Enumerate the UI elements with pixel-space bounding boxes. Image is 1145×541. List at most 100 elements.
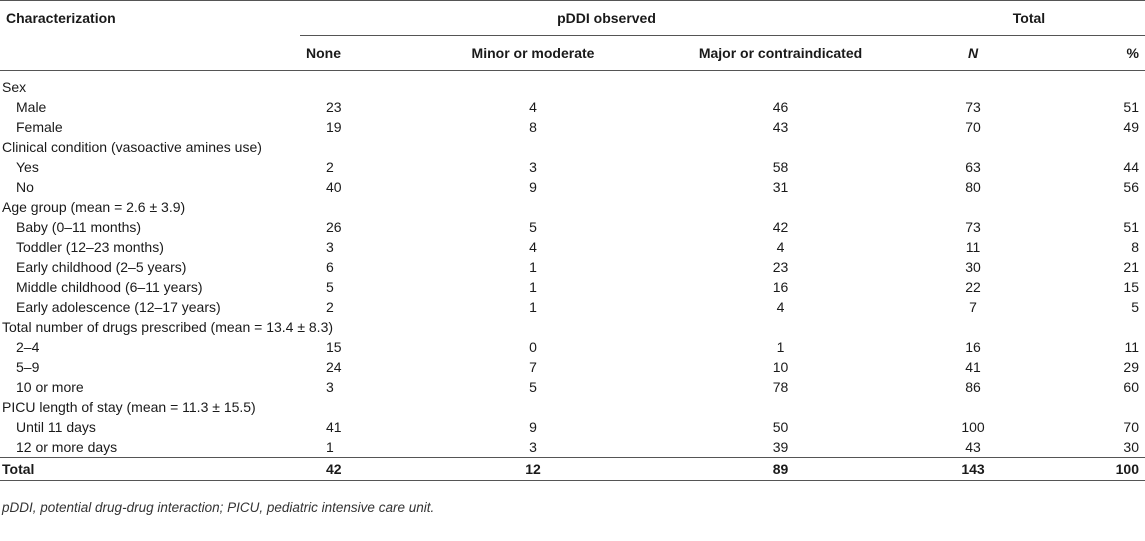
cell-major: 10 bbox=[772, 359, 789, 375]
cell-n: 41 bbox=[965, 359, 981, 375]
cell-none: 2 bbox=[326, 299, 334, 315]
row-label: No bbox=[16, 179, 34, 195]
cell-minor: 1 bbox=[529, 279, 537, 295]
cell-pct: 56 bbox=[1123, 179, 1139, 195]
table-row: Until 11 days 41 9 50 100 70 bbox=[0, 417, 1145, 437]
cell-major: 42 bbox=[772, 219, 789, 235]
table-row: No 40 9 31 80 56 bbox=[0, 177, 1145, 197]
cell-pct: 51 bbox=[1123, 219, 1139, 235]
section-title: Sex bbox=[2, 79, 27, 95]
cell-n: 70 bbox=[965, 119, 981, 135]
section-header: Sex bbox=[0, 71, 1145, 98]
table-row: Yes 2 3 58 63 44 bbox=[0, 157, 1145, 177]
cell-pct: 11 bbox=[1124, 339, 1139, 355]
table-row: 12 or more days 1 3 39 43 30 bbox=[0, 437, 1145, 458]
table-row: Toddler (12–23 months) 3 4 4 11 8 bbox=[0, 237, 1145, 257]
cell-pct: 8 bbox=[1131, 239, 1139, 255]
cell-major: 4 bbox=[776, 299, 785, 315]
section-header: Age group (mean = 2.6 ± 3.9) bbox=[0, 197, 1145, 217]
table-row: Male 23 4 46 73 51 bbox=[0, 97, 1145, 117]
cell-major: 39 bbox=[772, 439, 789, 455]
table-row: 5–9 24 7 10 41 29 bbox=[0, 357, 1145, 377]
cell-major: 4 bbox=[776, 239, 785, 255]
cell-minor: 5 bbox=[529, 379, 537, 395]
section-title: PICU length of stay (mean = 11.3 ± 15.5) bbox=[2, 399, 256, 415]
cell-pct: 5 bbox=[1131, 299, 1139, 315]
cell-n: 11 bbox=[965, 239, 981, 255]
cell-pct: 44 bbox=[1123, 159, 1139, 175]
cell-pct: 51 bbox=[1123, 99, 1139, 115]
total-label: Total bbox=[0, 457, 300, 481]
row-label: 2–4 bbox=[16, 339, 40, 355]
section-header: Total number of drugs prescribed (mean =… bbox=[0, 317, 1145, 337]
total-major: 89 bbox=[648, 457, 913, 481]
cell-n: 86 bbox=[965, 379, 981, 395]
cell-n: 30 bbox=[965, 259, 981, 275]
cell-pct: 30 bbox=[1123, 439, 1139, 455]
cell-major: 58 bbox=[772, 159, 789, 175]
header-none: None bbox=[306, 45, 341, 61]
total-minor: 12 bbox=[418, 457, 648, 481]
section-header: PICU length of stay (mean = 11.3 ± 15.5) bbox=[0, 397, 1145, 417]
row-label: 10 or more bbox=[16, 379, 84, 395]
cell-n: 73 bbox=[965, 99, 981, 115]
cell-minor: 1 bbox=[529, 259, 537, 275]
cell-none: 15 bbox=[326, 339, 342, 355]
table-row: 10 or more 3 5 78 86 60 bbox=[0, 377, 1145, 397]
row-label: Female bbox=[16, 119, 63, 135]
cell-none: 2 bbox=[326, 159, 334, 175]
header-n: N bbox=[967, 45, 979, 61]
total-n: 143 bbox=[913, 457, 1033, 481]
section-header: Clinical condition (vasoactive amines us… bbox=[0, 137, 1145, 157]
cell-pct: 15 bbox=[1123, 279, 1139, 295]
table-row: Middle childhood (6–11 years) 5 1 16 22 15 bbox=[0, 277, 1145, 297]
cell-minor: 5 bbox=[529, 219, 537, 235]
header-empty bbox=[0, 36, 300, 71]
cell-pct: 29 bbox=[1123, 359, 1139, 375]
header-pct: % bbox=[1126, 45, 1139, 61]
table-row: Early adolescence (12–17 years) 2 1 4 7 5 bbox=[0, 297, 1145, 317]
cell-minor: 3 bbox=[529, 159, 537, 175]
cell-none: 23 bbox=[326, 99, 342, 115]
total-pct: 100 bbox=[1033, 457, 1145, 481]
header-pddi-observed: pDDI observed bbox=[300, 0, 913, 36]
cell-n: 63 bbox=[965, 159, 981, 175]
table-body: Sex Male 23 4 46 73 51 Female 19 8 43 70 49 Clinical … bbox=[0, 71, 1145, 481]
row-label: Middle childhood (6–11 years) bbox=[16, 279, 203, 295]
cell-minor: 3 bbox=[529, 439, 537, 455]
section-title: Total number of drugs prescribed (mean =… bbox=[2, 319, 334, 335]
header-total: Total bbox=[913, 0, 1145, 36]
cell-pct: 49 bbox=[1123, 119, 1139, 135]
row-label: Male bbox=[16, 99, 47, 115]
row-label: Yes bbox=[16, 159, 39, 175]
cell-none: 41 bbox=[326, 419, 342, 435]
cell-n: 43 bbox=[965, 439, 981, 455]
cell-none: 40 bbox=[326, 179, 342, 195]
cell-minor: 9 bbox=[529, 419, 537, 435]
row-label: Toddler (12–23 months) bbox=[16, 239, 164, 255]
cell-major: 16 bbox=[772, 279, 789, 295]
cell-pct: 70 bbox=[1123, 419, 1139, 435]
table-row: 2–4 15 0 1 16 11 bbox=[0, 337, 1145, 357]
cell-n: 73 bbox=[965, 219, 981, 235]
row-label: 5–9 bbox=[16, 359, 40, 375]
cell-none: 26 bbox=[326, 219, 342, 235]
header-minor: Minor or moderate bbox=[471, 45, 595, 61]
cell-major: 46 bbox=[772, 99, 789, 115]
row-label: Early adolescence (12–17 years) bbox=[16, 299, 221, 315]
row-label: Early childhood (2–5 years) bbox=[16, 259, 187, 275]
header-characterization: Characterization bbox=[6, 10, 116, 27]
cell-minor: 4 bbox=[529, 99, 537, 115]
cell-major: 1 bbox=[776, 339, 785, 355]
cell-major: 23 bbox=[772, 259, 789, 275]
section-title: Clinical condition (vasoactive amines us… bbox=[2, 139, 262, 155]
cell-n: 80 bbox=[965, 179, 981, 195]
cell-minor: 9 bbox=[529, 179, 537, 195]
header-major: Major or contraindicated bbox=[698, 45, 863, 61]
cell-pct: 21 bbox=[1123, 259, 1139, 275]
cell-none: 6 bbox=[326, 259, 334, 275]
table-row: Baby (0–11 months) 26 5 42 73 51 bbox=[0, 217, 1145, 237]
row-label: Until 11 days bbox=[16, 419, 96, 435]
cell-minor: 1 bbox=[529, 299, 537, 315]
